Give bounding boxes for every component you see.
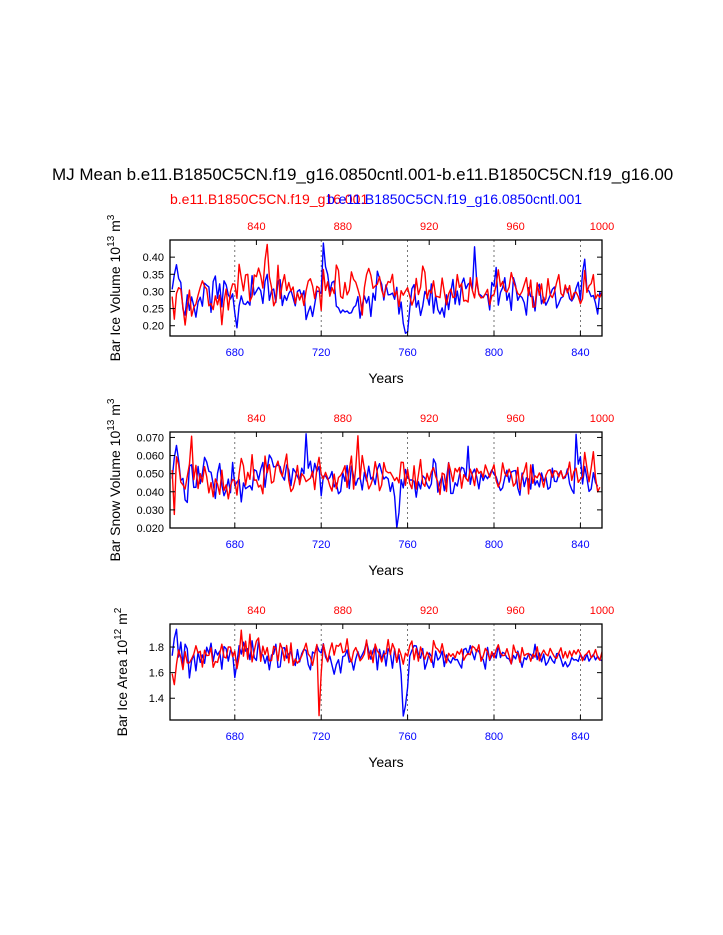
x-axis-title: Years (368, 754, 403, 770)
bottom-x-tick-label: 720 (312, 539, 330, 551)
bottom-x-tick-label: 840 (571, 731, 589, 743)
y-axis-title-unit: m (107, 404, 123, 420)
y-tick-label: 0.35 (143, 269, 164, 281)
top-x-tick-label: 920 (420, 413, 438, 425)
y-tick-label: 0.020 (136, 523, 164, 535)
blue-series-line (171, 242, 602, 334)
red-series-line (171, 243, 602, 326)
top-x-tick-label: 1000 (590, 413, 614, 425)
chart-panels: 0.20 0.25 0.30 0.35 0.40 680 720 760 800 840 840 88… (106, 214, 614, 770)
plot-frame (169, 623, 603, 721)
y-tick-label: 0.070 (136, 432, 164, 444)
bottom-x-tick-label: 760 (398, 731, 416, 743)
y-axis-title-unit: m (107, 220, 123, 236)
top-x-tick-label: 920 (420, 605, 438, 617)
top-x-tick-label: 1000 (590, 221, 614, 233)
top-x-tick-label: 840 (247, 413, 265, 425)
y-axis-title-unit-exponent: 2 (113, 607, 124, 613)
top-x-tick-label: 960 (506, 221, 524, 233)
bottom-x-tick-label: 680 (226, 731, 244, 743)
chart-panel-3: 1.4 1.6 1.8 680 720 760 800 840 840 880 920 960 1000… (113, 605, 614, 770)
x-axis-title: Years (368, 562, 403, 578)
top-x-tick-label: 1000 (590, 605, 614, 617)
y-axis-title: Bar Snow Volume 1013 m3 (106, 398, 123, 561)
y-axis-title-main: Bar Ice Area 10 (114, 640, 130, 737)
y-tick-label: 1.6 (149, 668, 164, 680)
top-x-tick-label: 960 (506, 605, 524, 617)
figure-title: MJ Mean b.e11.B1850C5CN.f19_g16.0850cntl… (52, 165, 673, 184)
y-tick-label: 1.4 (149, 693, 164, 705)
x-axis-title: Years (368, 370, 403, 386)
legend-blue-label: b.e11.B1850C5CN.f19_g16.0850cntl.001 (327, 191, 582, 207)
top-x-tick-label: 880 (334, 221, 352, 233)
legend-red-label: b.e11.B1850C5CN.f19_g16.001 (170, 191, 368, 207)
bottom-x-tick-label: 680 (226, 347, 244, 359)
y-axis-title-exponent: 13 (106, 235, 117, 247)
y-tick-label: 1.8 (149, 642, 164, 654)
top-x-tick-label: 880 (334, 413, 352, 425)
plot-frame (169, 239, 603, 337)
bottom-x-tick-label: 800 (485, 731, 503, 743)
top-x-tick-label: 840 (247, 605, 265, 617)
bottom-x-tick-label: 680 (226, 539, 244, 551)
y-tick-label: 0.040 (136, 487, 164, 499)
y-tick-label: 0.25 (143, 304, 164, 316)
y-axis-title-unit-exponent: 3 (106, 398, 117, 404)
chart-panel-1: 0.20 0.25 0.30 0.35 0.40 680 720 760 800 840 840 88… (106, 214, 614, 386)
bottom-x-tick-label: 760 (398, 539, 416, 551)
y-axis-title-unit: m (114, 613, 130, 629)
bottom-x-tick-label: 840 (571, 347, 589, 359)
chart-panel-2: 0.020 0.030 0.040 0.050 0.060 0.070 680 720 760 8… (106, 398, 614, 578)
bottom-x-tick-label: 800 (485, 539, 503, 551)
top-x-tick-label: 920 (420, 221, 438, 233)
y-axis-title-exponent: 12 (113, 628, 124, 640)
top-x-tick-label: 840 (247, 221, 265, 233)
y-tick-label: 0.30 (143, 286, 164, 298)
y-axis-title-main: Bar Ice Volume 10 (107, 247, 123, 362)
plot-frame (169, 431, 603, 529)
bottom-x-tick-label: 800 (485, 347, 503, 359)
bottom-x-tick-label: 840 (571, 539, 589, 551)
top-x-tick-label: 960 (506, 413, 524, 425)
red-series-line (171, 629, 602, 717)
y-tick-label: 0.050 (136, 469, 164, 481)
top-x-tick-label: 880 (334, 605, 352, 617)
red-series-line (171, 435, 601, 516)
y-axis-title-unit-exponent: 3 (106, 214, 117, 220)
y-axis-title-main: Bar Snow Volume 10 (107, 431, 123, 562)
bottom-x-tick-label: 720 (312, 347, 330, 359)
bottom-x-tick-label: 760 (398, 347, 416, 359)
bottom-x-tick-label: 720 (312, 731, 330, 743)
y-axis-title: Bar Ice Area 1012 m2 (113, 607, 130, 736)
y-tick-label: 0.20 (143, 321, 164, 333)
y-axis-title-exponent: 13 (106, 419, 117, 431)
y-tick-label: 0.060 (136, 451, 164, 463)
y-tick-label: 0.030 (136, 505, 164, 517)
y-tick-label: 0.40 (143, 252, 164, 264)
y-axis-title: Bar Ice Volume 1013 m3 (106, 214, 123, 361)
